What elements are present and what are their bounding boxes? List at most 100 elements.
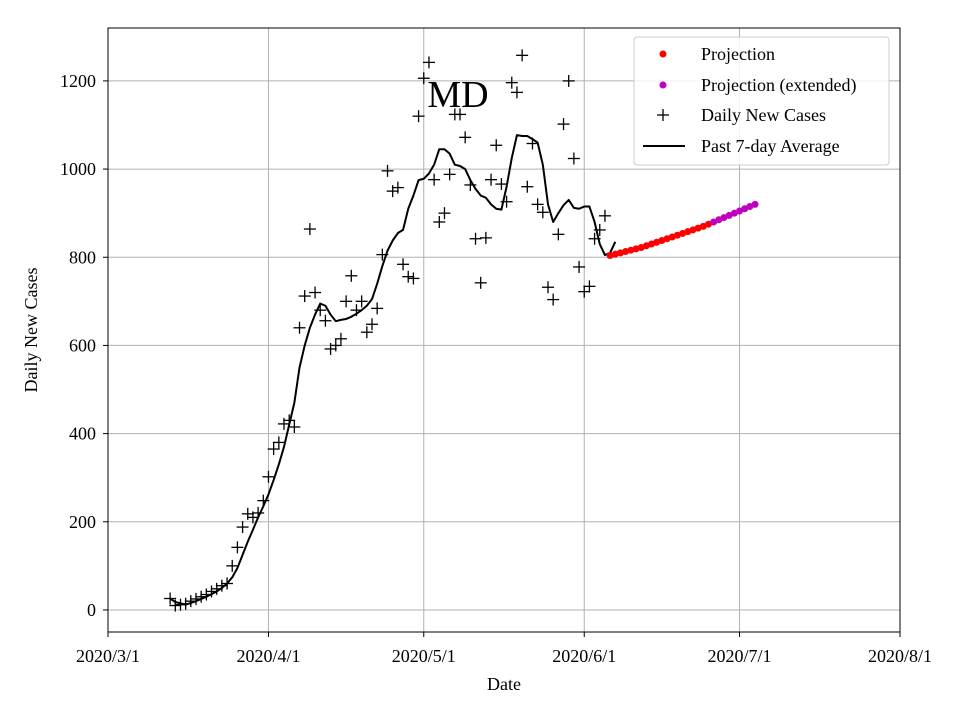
daily-case-marker	[588, 232, 601, 245]
y-tick-label: 200	[69, 512, 96, 532]
daily-case-marker	[505, 76, 518, 89]
daily-case-marker	[169, 599, 182, 612]
daily-case-marker	[381, 164, 394, 177]
daily-case-marker	[179, 597, 192, 610]
y-tick-label: 1000	[60, 159, 96, 179]
daily-case-marker	[371, 302, 384, 315]
daily-case-marker	[510, 86, 523, 99]
x-tick-label: 2020/6/1	[552, 646, 616, 666]
y-tick-label: 1200	[60, 71, 96, 91]
daily-case-marker	[485, 173, 498, 186]
daily-case-marker	[195, 590, 208, 603]
daily-case-marker	[329, 339, 342, 352]
daily-case-marker	[303, 223, 316, 236]
daily-case-marker	[583, 280, 596, 293]
daily-case-marker	[262, 470, 275, 483]
daily-case-marker	[443, 168, 456, 181]
daily-case-marker	[479, 231, 492, 244]
plot-frame	[107, 27, 901, 633]
daily-case-marker	[231, 541, 244, 554]
daily-case-marker	[593, 223, 606, 236]
daily-case-marker	[438, 207, 451, 220]
daily-case-marker	[200, 588, 213, 601]
chart-title: MD	[427, 74, 488, 116]
daily-case-marker	[267, 443, 280, 456]
daily-case-marker	[314, 304, 327, 317]
legend-projection-label: Projection	[701, 44, 775, 64]
daily-case-marker	[252, 506, 265, 519]
daily-case-marker	[567, 152, 580, 165]
daily-case-marker	[350, 304, 363, 317]
daily-case-marker	[190, 592, 202, 605]
x-tick-label: 2020/4/1	[236, 646, 300, 666]
legend-daily-label: Daily New Cases	[701, 105, 826, 125]
x-tick-label: 2020/3/1	[76, 646, 140, 666]
daily-case-marker	[454, 108, 466, 121]
daily-case-marker	[562, 74, 575, 87]
y-tick-label: 0	[87, 600, 96, 620]
projection-extended-point	[751, 200, 759, 208]
daily-case-marker	[407, 272, 420, 285]
daily-case-marker	[412, 110, 425, 123]
y-tick-label: 400	[69, 424, 96, 444]
axis-ticks: 2020/3/1 2020/4/1 2020/5/1 2020/6/1 2020/7/1…	[60, 71, 932, 666]
daily-case-marker	[547, 293, 560, 306]
daily-case-marker	[283, 414, 296, 427]
daily-case-marker	[469, 232, 482, 245]
daily-case-marker	[288, 420, 301, 433]
daily-case-marker	[184, 595, 197, 608]
average-line	[169, 134, 617, 606]
daily-case-marker	[164, 592, 177, 605]
daily-case-marker	[417, 72, 430, 85]
daily-case-marker	[272, 436, 285, 449]
daily-case-marker	[221, 577, 234, 590]
daily-case-marker	[345, 269, 358, 282]
daily-case-marker	[215, 579, 228, 592]
daily-case-marker	[578, 285, 591, 298]
daily-case-marker	[464, 178, 477, 191]
daily-case-marker	[366, 318, 378, 331]
daily-case-marker	[500, 195, 513, 208]
daily-case-marker	[319, 314, 332, 327]
legend-projection-extended-label: Projection (extended)	[701, 75, 856, 96]
daily-case-marker	[334, 332, 347, 345]
daily-case-marker	[257, 494, 270, 507]
daily-case-marker	[573, 260, 586, 273]
x-tick-label: 2020/8/1	[868, 646, 932, 666]
daily-case-marker	[526, 137, 539, 150]
daily-case-marker	[521, 180, 534, 193]
daily-case-marker	[210, 582, 223, 595]
y-axis-label: Daily New Cases	[21, 268, 41, 393]
daily-case-marker	[397, 258, 410, 271]
legend-average-label: Past 7-day Average	[701, 136, 840, 156]
daily-case-marker	[236, 521, 249, 534]
daily-case-marker	[205, 585, 218, 598]
daily-case-marker	[474, 276, 487, 289]
daily-case-marker	[433, 215, 446, 228]
legend-projection-extended-marker	[659, 81, 667, 89]
daily-case-marker	[536, 206, 549, 219]
daily-case-marker	[376, 248, 389, 261]
legend-frame	[633, 36, 890, 166]
x-tick-label: 2020/5/1	[392, 646, 456, 666]
daily-case-marker	[459, 131, 472, 144]
legend: Projection Projection (extended) Daily N…	[633, 36, 890, 166]
daily-case-marker	[391, 181, 404, 194]
y-tick-label: 600	[69, 335, 96, 355]
x-axis-label: Date	[487, 674, 521, 694]
daily-case-marker	[531, 198, 544, 211]
legend-projection-marker	[659, 50, 667, 58]
daily-case-marker	[309, 286, 322, 299]
daily-case-marker	[174, 598, 187, 611]
daily-case-marker	[428, 173, 441, 186]
daily-case-marker	[422, 56, 435, 69]
daily-case-marker	[557, 118, 570, 131]
daily-case-marker	[495, 178, 508, 191]
daily-case-marker	[355, 295, 368, 308]
daily-case-marker	[542, 281, 554, 294]
daily-case-marker	[360, 326, 373, 339]
daily-case-marker	[402, 270, 415, 283]
daily-case-marker	[552, 228, 565, 241]
daily-case-marker	[226, 559, 239, 572]
